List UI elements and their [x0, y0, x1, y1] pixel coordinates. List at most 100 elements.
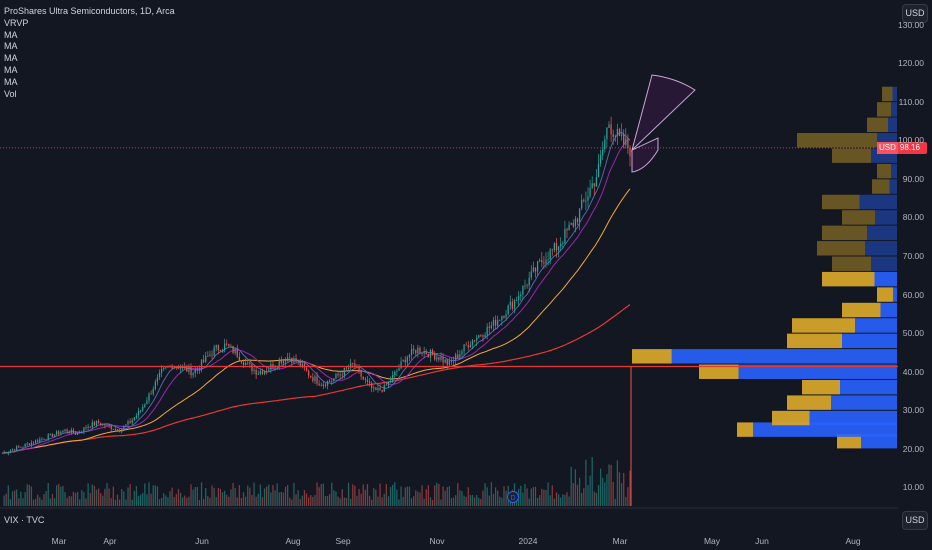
- vrvp-down-bar: [877, 163, 891, 179]
- vrvp-up-bar: [831, 395, 897, 410]
- candle-body: [402, 359, 404, 362]
- vix-pane-label[interactable]: VIX · TVC: [4, 515, 45, 525]
- candle-body: [60, 432, 62, 435]
- currency-button-subpane[interactable]: USD: [902, 511, 928, 530]
- indicator-vol[interactable]: Vol: [4, 88, 17, 99]
- volume-bar: [123, 491, 125, 506]
- vrvp-down-bar: [832, 148, 871, 163]
- candle-body: [238, 356, 240, 361]
- volume-bar: [415, 490, 417, 506]
- volume-bar: [551, 485, 553, 506]
- candle-body: [618, 128, 621, 136]
- indicator-ma-5[interactable]: MA: [4, 76, 18, 87]
- volume-bar: [322, 483, 324, 506]
- candle-body: [121, 428, 123, 432]
- volume-bar: [228, 496, 230, 506]
- vrvp-up-bar: [861, 433, 897, 449]
- candle-body: [297, 361, 299, 363]
- candle-body: [16, 446, 18, 451]
- candle-body: [287, 357, 289, 362]
- candle-body: [293, 357, 295, 363]
- candle-body: [539, 260, 541, 262]
- candle-body: [438, 357, 440, 360]
- candle-body: [154, 381, 156, 390]
- candle-body: [398, 368, 400, 371]
- volume-bar: [303, 490, 306, 506]
- volume-bar: [121, 489, 123, 506]
- volume-bar: [576, 484, 579, 506]
- candle-body: [578, 208, 581, 223]
- volume-bar: [28, 484, 30, 506]
- candle-body: [503, 315, 505, 318]
- volume-bar: [421, 485, 423, 506]
- volume-bar: [389, 487, 392, 506]
- candle-body: [158, 372, 161, 378]
- volume-bar: [360, 493, 362, 506]
- volume-bar: [160, 497, 163, 506]
- currency-button[interactable]: USD: [902, 4, 928, 23]
- price-tag-value: 98.16: [899, 143, 920, 152]
- indicator-ma-1[interactable]: MA: [4, 29, 18, 40]
- volume-bar: [184, 495, 186, 506]
- candlesticks: [3, 116, 631, 456]
- vrvp-down-bar: [872, 179, 890, 194]
- candle-body: [410, 348, 413, 355]
- candle-body: [574, 218, 577, 227]
- candle-body: [34, 440, 37, 443]
- symbol-title[interactable]: ProShares Ultra Semiconductors, 1D, Arca: [4, 6, 175, 16]
- candle-body: [396, 370, 398, 372]
- volume-bar: [620, 483, 623, 506]
- volume-bar: [352, 484, 354, 506]
- volume-bar: [217, 487, 219, 506]
- candle-body: [375, 387, 377, 391]
- volume-bar: [203, 498, 205, 506]
- candle-body: [572, 222, 574, 227]
- x-tick: Aug: [285, 536, 301, 546]
- candle-body: [419, 347, 421, 354]
- candle-body: [135, 415, 138, 418]
- candle-body: [520, 294, 522, 297]
- volume-bar: [423, 498, 425, 506]
- candle-body: [230, 345, 232, 347]
- volume-bar: [528, 498, 530, 506]
- indicator-ma-3[interactable]: MA: [4, 53, 18, 64]
- candle-body: [528, 277, 530, 286]
- volume-bar: [196, 486, 198, 506]
- vrvp-up-bar: [753, 422, 897, 437]
- volume-bar: [125, 499, 127, 506]
- indicator-ma-4[interactable]: MA: [4, 64, 18, 75]
- volume-bar: [614, 498, 616, 506]
- overlays: D: [0, 74, 898, 509]
- volume-bar: [129, 484, 131, 506]
- volume-bar: [251, 495, 253, 506]
- indicator-ma-2[interactable]: MA: [4, 41, 18, 52]
- candle-body: [110, 425, 112, 430]
- candle-body: [224, 343, 226, 350]
- volume-bar: [314, 495, 316, 506]
- candle-body: [497, 320, 499, 326]
- y-tick: 120.00: [898, 58, 924, 68]
- indicator-vrvp[interactable]: VRVP: [4, 17, 29, 28]
- volume-bar: [41, 499, 43, 506]
- candle-body: [591, 183, 593, 189]
- volume-bar: [333, 490, 335, 506]
- candle-body: [55, 431, 58, 435]
- vrvp-down-bar: [832, 256, 871, 271]
- y-tick: 20.00: [902, 444, 924, 454]
- x-tick: Mar: [612, 536, 628, 546]
- event-badge-label: D: [510, 495, 515, 502]
- candle-body: [102, 423, 104, 425]
- candle-body: [341, 374, 343, 376]
- vrvp-down-bar: [792, 318, 855, 333]
- volume-bar: [45, 491, 47, 506]
- candle-body: [616, 128, 619, 136]
- candle-body: [442, 357, 444, 363]
- x-tick: 2024: [518, 536, 538, 546]
- vrvp-up-bar: [892, 86, 897, 102]
- volume-bar: [627, 487, 629, 506]
- volume-bar: [282, 492, 285, 506]
- ma-10-line: [1, 131, 631, 454]
- volume-bar: [22, 498, 24, 506]
- volume-bar: [171, 487, 173, 506]
